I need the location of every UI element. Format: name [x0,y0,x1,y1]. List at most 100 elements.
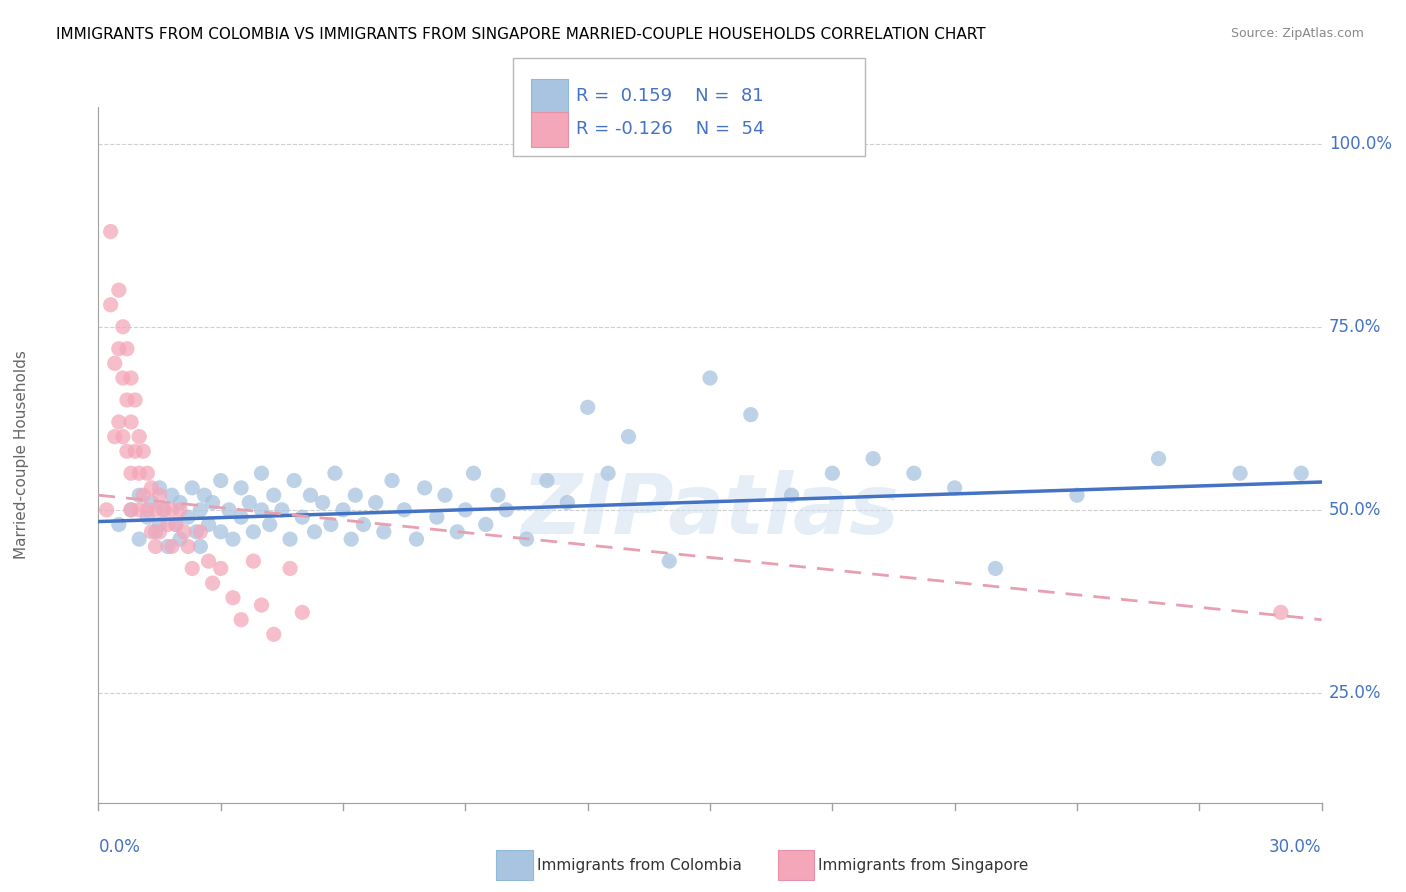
Point [658,554,681,568]
Point [413,481,436,495]
Point [169,495,191,509]
Point [141,495,163,509]
Point [862,451,884,466]
Point [115,392,138,407]
Point [323,467,346,481]
Point [120,415,142,429]
Point [165,517,187,532]
Point [242,524,264,539]
Point [197,554,219,568]
Point [283,474,305,488]
Point [903,467,925,481]
Text: 30.0%: 30.0% [1270,838,1322,856]
Point [495,503,517,517]
Point [124,444,146,458]
Point [128,532,150,546]
Text: Immigrants from Colombia: Immigrants from Colombia [537,858,742,872]
Point [222,591,245,605]
Point [405,532,427,546]
Text: 0.0%: 0.0% [98,838,141,856]
Point [188,524,212,539]
Point [115,342,138,356]
Point [188,503,212,517]
Text: Source: ZipAtlas.com: Source: ZipAtlas.com [1230,27,1364,40]
Point [536,474,558,488]
Text: R = -0.126    N =  54: R = -0.126 N = 54 [576,120,765,138]
Point [149,517,172,532]
Point [132,488,155,502]
Point [780,488,803,502]
Point [555,495,579,509]
Point [474,517,498,532]
Point [201,495,224,509]
Point [156,517,179,532]
Point [201,576,224,591]
Point [259,517,281,532]
Point [1066,488,1088,502]
Point [340,532,363,546]
Point [193,488,215,502]
Point [120,467,142,481]
Text: 25.0%: 25.0% [1329,684,1381,702]
Point [516,532,538,546]
Point [124,392,146,407]
Point [278,561,301,575]
Point [108,342,131,356]
Point [270,503,294,517]
Point [136,467,159,481]
Point [299,488,322,502]
Point [943,481,966,495]
Point [209,524,232,539]
Point [160,540,183,554]
Text: 100.0%: 100.0% [1329,135,1392,153]
Point [1270,606,1292,620]
Point [152,503,174,517]
Point [132,444,155,458]
Point [486,488,509,502]
Point [373,524,395,539]
Point [149,481,172,495]
Point [141,481,163,495]
Point [115,444,138,458]
Point [250,503,273,517]
Point [145,503,167,517]
Point [128,467,150,481]
Point [231,613,253,627]
Point [209,474,232,488]
Point [186,524,208,539]
Point [291,606,314,620]
Point [250,467,273,481]
Point [104,429,127,443]
Point [576,401,599,415]
Point [111,429,134,443]
Text: 50.0%: 50.0% [1329,500,1381,519]
Point [699,371,721,385]
Point [984,561,1007,575]
Point [173,524,195,539]
Point [128,488,150,502]
Point [446,524,468,539]
Point [238,495,260,509]
Point [263,488,285,502]
Point [108,517,131,532]
Point [278,532,301,546]
Point [152,503,174,517]
Point [291,510,314,524]
Point [319,517,342,532]
Point [165,517,187,532]
Point [617,429,640,443]
Point [96,503,118,517]
Point [120,503,142,517]
Point [463,467,485,481]
Point [108,415,131,429]
Point [332,503,354,517]
Point [128,429,150,443]
Text: IMMIGRANTS FROM COLOMBIA VS IMMIGRANTS FROM SINGAPORE MARRIED-COUPLE HOUSEHOLDS : IMMIGRANTS FROM COLOMBIA VS IMMIGRANTS F… [56,27,986,42]
Text: ZIPatlas: ZIPatlas [522,470,898,551]
Point [111,319,134,334]
Point [218,503,240,517]
Point [222,532,245,546]
Point [149,488,172,502]
Point [364,495,387,509]
Point [177,510,200,524]
